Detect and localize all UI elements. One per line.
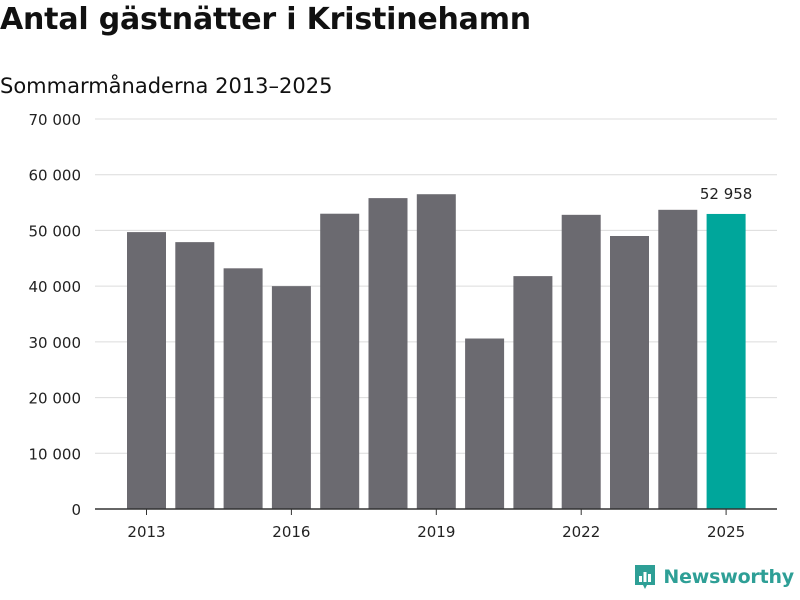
bar	[320, 213, 360, 509]
newsworthy-logo-icon	[635, 565, 656, 589]
y-tick-label: 20 000	[29, 390, 82, 408]
y-tick-label: 70 000	[29, 111, 82, 129]
y-tick-label: 10 000	[29, 445, 82, 463]
bar	[513, 276, 553, 509]
y-tick-label: 0	[71, 501, 81, 519]
bar	[271, 286, 311, 509]
chart-title: Antal gästnätter i Kristinehamn	[0, 2, 531, 37]
bar	[416, 194, 456, 509]
bar	[127, 232, 166, 509]
bar	[175, 242, 215, 509]
brand-name: Newsworthy	[663, 566, 794, 588]
bar	[368, 198, 408, 509]
x-tick-label: 2013	[127, 523, 165, 541]
y-tick-label: 40 000	[29, 278, 82, 296]
bar	[223, 268, 263, 509]
x-tick-label: 2025	[707, 523, 745, 541]
bar	[561, 214, 601, 510]
x-tick-label: 2019	[417, 523, 455, 541]
bar-value-label: 52 958	[700, 185, 753, 203]
bar-highlighted	[706, 213, 746, 509]
y-tick-label: 60 000	[29, 167, 82, 185]
chart-subtitle: Sommarmånaderna 2013–2025	[0, 74, 333, 98]
newsworthy-brand: Newsworthy	[633, 562, 794, 592]
bar	[610, 236, 649, 509]
bar	[465, 338, 505, 509]
x-tick-label: 2016	[272, 523, 310, 541]
y-tick-label: 30 000	[29, 334, 82, 352]
x-tick-label: 2022	[562, 523, 600, 541]
bar	[658, 209, 698, 510]
y-tick-label: 50 000	[29, 222, 82, 240]
